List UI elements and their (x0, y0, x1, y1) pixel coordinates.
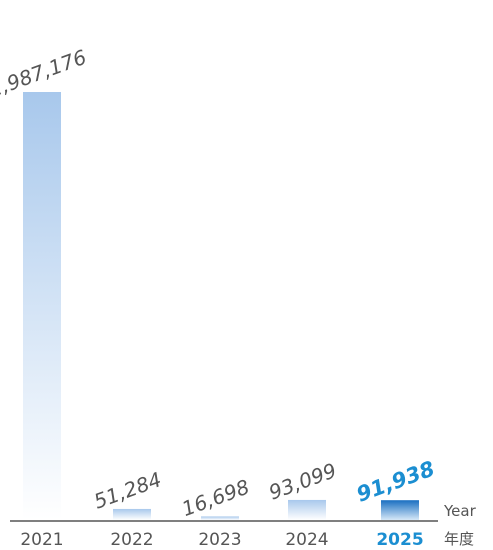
x-axis-label: Year (444, 502, 476, 520)
bar-2022 (113, 508, 151, 520)
bar-2021 (23, 92, 61, 520)
tick-label-2025: 2025 (376, 530, 423, 550)
bar-2025 (381, 500, 419, 520)
x-axis-label-ja: 年度 (444, 530, 475, 548)
bar-2023 (201, 516, 239, 520)
value-label-2023: 16,698 (179, 475, 253, 521)
tick-label-2024: 2024 (285, 530, 328, 550)
tick-label-2021: 2021 (20, 530, 63, 550)
value-label-2025: 91,938 (353, 456, 437, 506)
value-label-2024: 93,099 (266, 458, 340, 504)
bars-group (23, 92, 419, 520)
tick-label-2022: 2022 (110, 530, 153, 550)
tick-label-2023: 2023 (198, 530, 241, 550)
bar-2024 (288, 499, 326, 520)
value-label-2022: 51,284 (91, 467, 165, 513)
tick-labels-group: 2021 2022 2023 2024 2025 (20, 530, 423, 550)
